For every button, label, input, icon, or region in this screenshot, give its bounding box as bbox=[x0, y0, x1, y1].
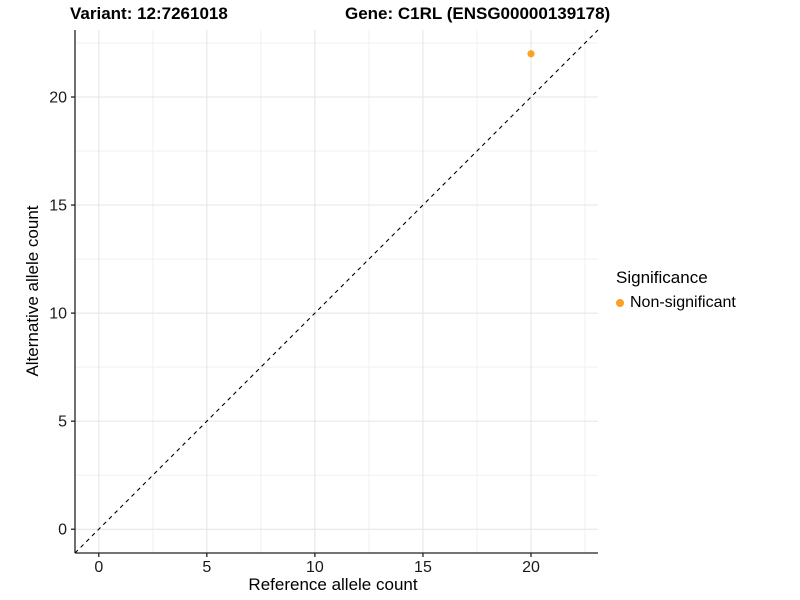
y-tick-label: 10 bbox=[49, 306, 67, 323]
variant-title: Variant: 12:7261018 bbox=[70, 4, 228, 23]
legend: Significance Non-significant bbox=[616, 268, 736, 312]
x-tick-label: 20 bbox=[522, 559, 540, 576]
x-axis-title: Reference allele count bbox=[248, 575, 418, 594]
x-tick-label: 10 bbox=[306, 559, 324, 576]
y-tick-label: 15 bbox=[49, 198, 67, 215]
y-tick-label: 5 bbox=[58, 414, 67, 431]
y-tick-label: 0 bbox=[58, 522, 67, 539]
x-tick-label: 15 bbox=[414, 559, 432, 576]
data-point bbox=[527, 50, 535, 58]
legend-title: Significance bbox=[616, 268, 708, 287]
x-tick-label: 0 bbox=[94, 559, 103, 576]
legend-item-label: Non-significant bbox=[630, 294, 736, 311]
identity-dashed-line bbox=[74, 29, 599, 554]
x-tick-label: 5 bbox=[202, 559, 211, 576]
legend-items: Non-significant bbox=[616, 294, 736, 312]
legend-point-icon bbox=[616, 299, 624, 307]
y-axis-title: Alternative allele count bbox=[23, 205, 42, 377]
legend-item: Non-significant bbox=[616, 294, 736, 312]
gene-title: Gene: C1RL (ENSG00000139178) bbox=[345, 4, 611, 23]
y-tick-label: 20 bbox=[49, 89, 67, 106]
